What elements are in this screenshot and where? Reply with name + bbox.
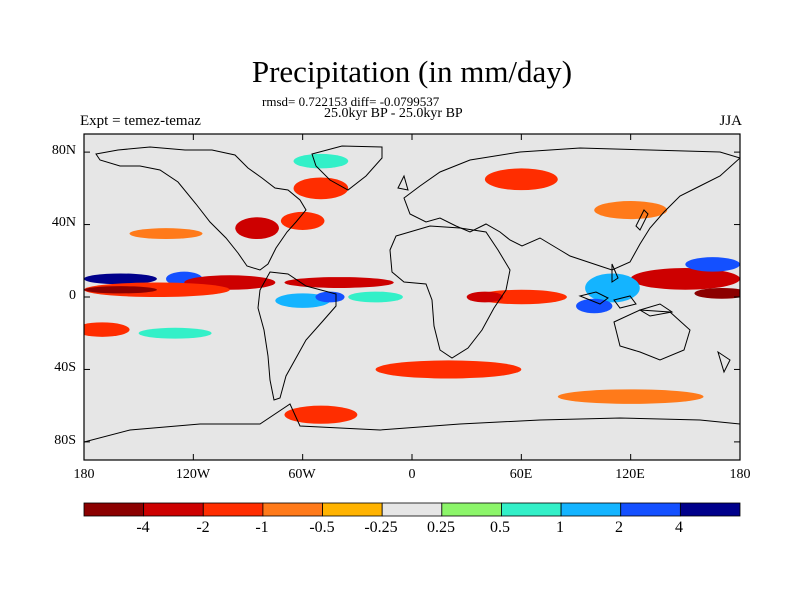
colorbar-label: -0.5 xyxy=(309,519,335,536)
coast-japan xyxy=(635,209,649,231)
x-tick-label: 60E xyxy=(509,467,533,482)
y-tick-label: 0 xyxy=(69,288,76,303)
anomaly-patch xyxy=(84,322,130,337)
colorbar-label: 4 xyxy=(675,519,683,536)
anomaly-patch xyxy=(630,268,740,290)
anomaly-patch xyxy=(138,327,212,339)
colorbar-label: 2 xyxy=(615,519,623,536)
colorbar-swatch xyxy=(262,502,323,517)
anomaly-patch xyxy=(284,405,358,424)
coast-eurasia xyxy=(403,147,740,271)
coastlines xyxy=(84,145,740,443)
anomaly-patch xyxy=(594,201,668,220)
coast-antarctica xyxy=(84,403,740,443)
anomaly-patch xyxy=(284,277,394,288)
y-tick-label: 40S xyxy=(54,360,76,375)
x-tick-label: 180 xyxy=(729,467,751,482)
anomaly-patch xyxy=(576,298,613,314)
anomaly-patch xyxy=(280,211,325,230)
colorbar-label: 0.25 xyxy=(427,519,455,536)
colorbar-swatch xyxy=(441,502,502,517)
anomaly-patch xyxy=(694,287,740,299)
colorbar-swatch xyxy=(83,502,145,517)
anomaly-patch xyxy=(375,360,522,379)
colorbar-swatch xyxy=(560,502,622,517)
anomaly-patch xyxy=(348,291,403,303)
x-tick-label: 120E xyxy=(615,467,645,482)
axis-ticks xyxy=(83,134,741,460)
coast-australia xyxy=(613,309,691,361)
anomaly-patch xyxy=(235,217,279,240)
x-tick-label: 0 xyxy=(408,467,416,482)
anomaly-patch xyxy=(557,389,704,404)
map-background xyxy=(84,134,740,460)
coast-north-america xyxy=(95,146,307,271)
stats-text: rmsd= 0.722153 diff= -0.0799537 xyxy=(262,94,440,109)
x-tick-label: 120W xyxy=(175,467,211,482)
colorbar-swatch xyxy=(202,502,264,517)
coast-africa xyxy=(389,225,511,359)
anomaly-patch xyxy=(315,291,345,303)
colorbar-label: -1 xyxy=(255,519,269,536)
anomaly-patch xyxy=(84,273,157,285)
coast-maritime-islands xyxy=(578,263,674,317)
period-text: 25.0kyr BP - 25.0kyr BP xyxy=(324,106,463,121)
colorbar-label: 1 xyxy=(556,519,564,536)
x-tick-label: 180 xyxy=(73,467,95,482)
figure-title: Precipitation (in mm/day) xyxy=(251,54,573,89)
x-tick-label: 60W xyxy=(288,467,316,482)
anomaly-patch xyxy=(84,286,157,294)
y-tick-label: 40N xyxy=(51,215,76,230)
anomaly-patch xyxy=(129,228,203,240)
y-tick-label: 80S xyxy=(54,433,76,448)
anomaly-patch xyxy=(466,291,504,303)
anomaly-patch xyxy=(685,257,740,272)
anomaly-patch xyxy=(585,273,640,303)
anomaly-patch xyxy=(293,177,349,200)
colorbar-label: 0.5 xyxy=(490,519,510,536)
colorbar-swatch xyxy=(679,502,741,517)
coast-south-america xyxy=(257,271,337,401)
colorbar-label: -4 xyxy=(136,519,150,536)
season-label: JJA xyxy=(719,113,742,129)
colorbar-label: -2 xyxy=(196,519,210,536)
coast-new-zealand xyxy=(717,350,731,374)
colorbar-swatch xyxy=(501,502,562,517)
colorbar-swatch xyxy=(322,502,383,517)
colorbar-swatch xyxy=(620,502,681,517)
coast-greenland xyxy=(311,145,383,191)
coast-uk xyxy=(397,174,409,191)
anomaly-layer xyxy=(84,153,740,424)
colorbar-label: -0.25 xyxy=(364,519,398,536)
colorbar-swatch xyxy=(381,502,443,517)
colorbar xyxy=(83,502,741,517)
anomaly-patch xyxy=(484,168,558,191)
y-tick-label: 80N xyxy=(51,143,76,158)
experiment-label: Expt = temez-temaz xyxy=(80,113,201,129)
anomaly-patch xyxy=(293,153,349,169)
colorbar-swatch xyxy=(143,502,204,517)
